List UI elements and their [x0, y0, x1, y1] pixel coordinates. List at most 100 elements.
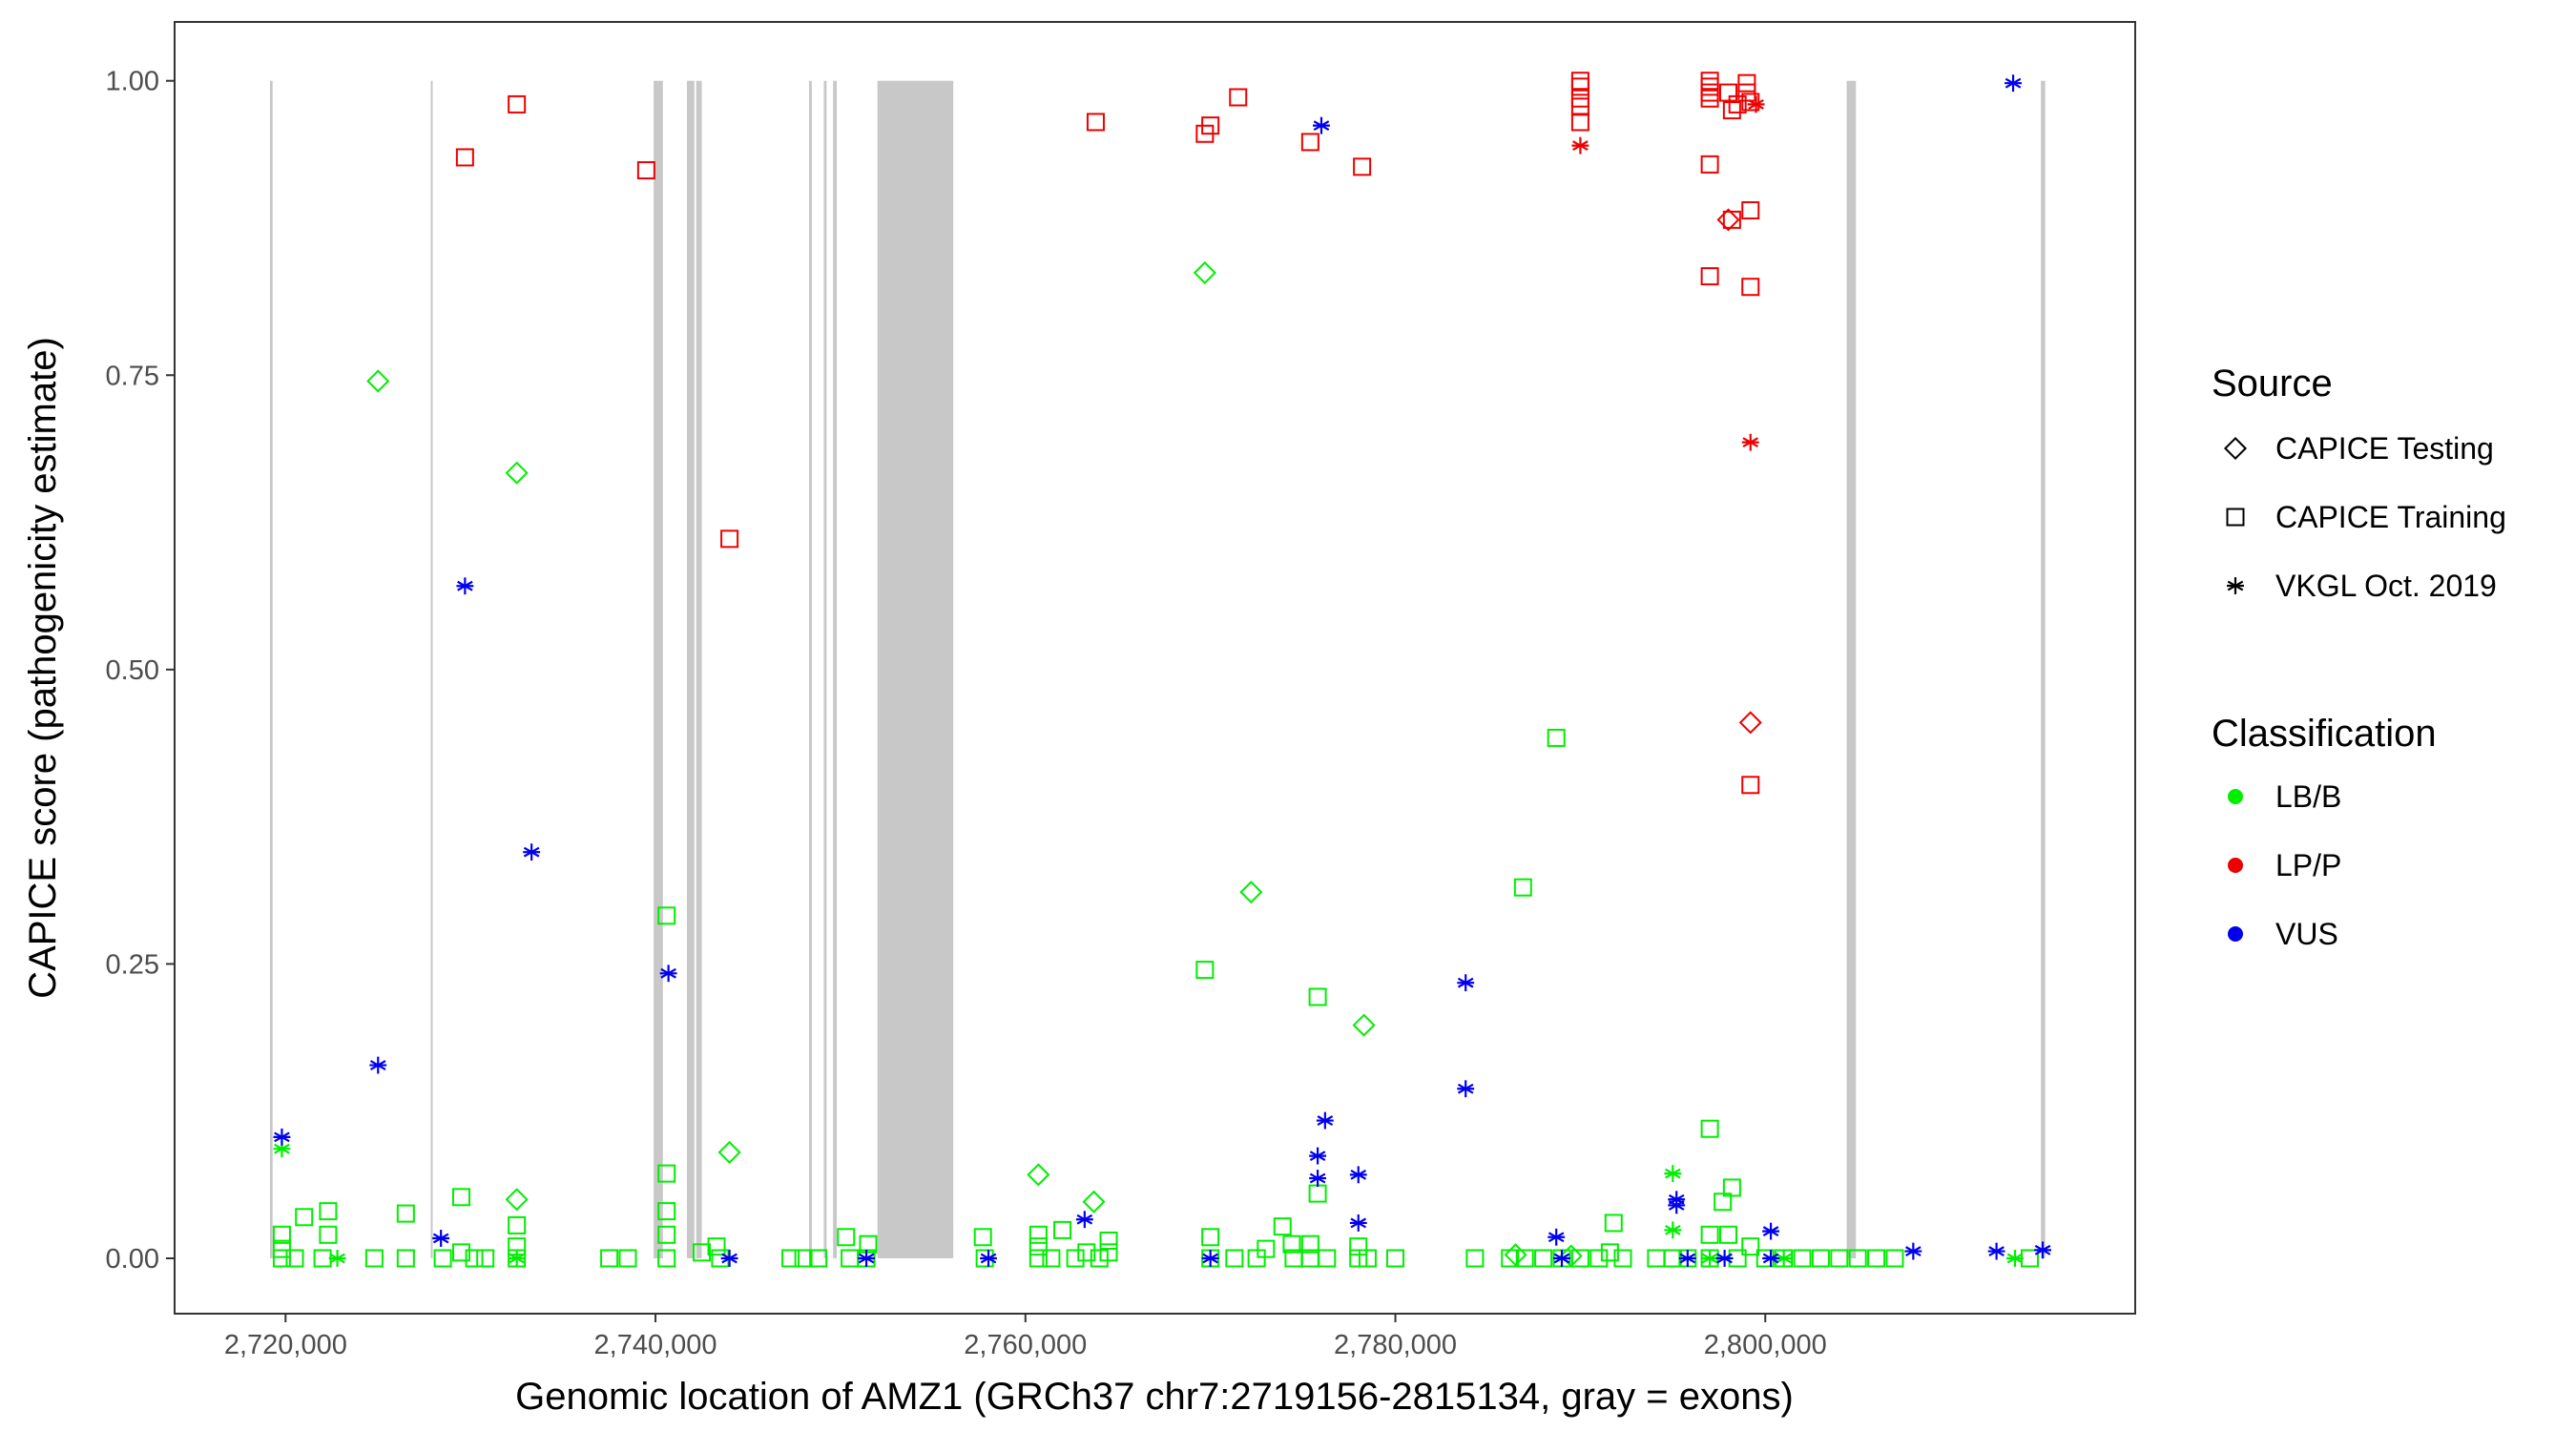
- data-point: [693, 1243, 712, 1262]
- data-point: [1548, 1228, 1566, 1246]
- data-point: [1741, 1237, 1760, 1256]
- data-point: [1309, 1170, 1327, 1187]
- data-point: [1700, 83, 1719, 102]
- data-point: [1515, 1249, 1534, 1268]
- data-point: [1722, 101, 1741, 120]
- data-point: [717, 1140, 741, 1164]
- data-point: [1737, 73, 1756, 93]
- data-point: [1075, 1211, 1093, 1229]
- legend-source-key: [2223, 436, 2248, 461]
- data-point: [508, 1250, 526, 1267]
- data-point: [1099, 1243, 1118, 1262]
- data-point: [1201, 116, 1220, 135]
- y-tick-label: 0.75: [106, 361, 159, 391]
- data-point: [1195, 961, 1215, 980]
- data-point: [980, 1250, 997, 1267]
- legend-source-title: Source: [2212, 363, 2333, 404]
- data-point: [1028, 1225, 1048, 1244]
- exon-band: [1846, 80, 1857, 1258]
- data-point: [1386, 1249, 1405, 1268]
- data-point: [657, 1164, 676, 1183]
- data-point: [1722, 210, 1741, 229]
- data-point: [396, 1249, 415, 1268]
- data-point: [1547, 728, 1566, 747]
- data-point: [1465, 1249, 1485, 1268]
- exon-band: [430, 80, 433, 1258]
- data-point: [1664, 1221, 1682, 1239]
- data-point: [1358, 1249, 1377, 1268]
- data-point: [1678, 1250, 1696, 1267]
- legend: Source CAPICE Testing CAPICE Training VKGL…: [2212, 363, 2506, 951]
- x-tick-label: 2,760,000: [964, 1330, 1087, 1360]
- data-point: [313, 1249, 332, 1268]
- data-point: [1570, 1249, 1589, 1268]
- data-point: [1811, 1249, 1830, 1268]
- legend-source-key: [2227, 577, 2244, 594]
- data-point: [1987, 1242, 2005, 1260]
- data-point: [272, 1249, 291, 1268]
- data-points: [272, 72, 2051, 1268]
- data-point: [1762, 1222, 1780, 1240]
- data-point: [1352, 1013, 1376, 1037]
- data-point: [2034, 1241, 2051, 1259]
- data-point: [1353, 157, 1372, 176]
- data-point: [1090, 1249, 1109, 1268]
- data-point: [1716, 208, 1740, 232]
- data-point: [433, 1249, 452, 1268]
- data-point: [1300, 133, 1319, 152]
- data-point: [1457, 1080, 1475, 1098]
- exon-bands: [269, 80, 2046, 1258]
- x-tick-label: 2,720,000: [224, 1330, 347, 1360]
- data-point: [1282, 1234, 1301, 1254]
- data-point: [1700, 267, 1719, 286]
- data-point: [508, 1215, 527, 1234]
- data-point: [1225, 1249, 1244, 1268]
- data-point: [636, 161, 655, 180]
- x-axis-title: Genomic location of AMZ1 (GRCh37 chr7:27…: [515, 1376, 1794, 1418]
- x-tick-label: 2,780,000: [1334, 1330, 1457, 1360]
- data-point: [451, 1243, 470, 1262]
- data-point: [618, 1249, 637, 1268]
- data-point: [1308, 987, 1327, 1006]
- exon-band: [687, 80, 695, 1258]
- data-point: [1867, 1249, 1886, 1268]
- data-point: [1316, 1111, 1334, 1130]
- x-tick-label: 2,740,000: [594, 1330, 717, 1360]
- legend-class-key: [2228, 858, 2243, 873]
- legend-classification-items: LB/B LP/P VUS: [2228, 779, 2341, 951]
- data-point: [1738, 711, 1762, 735]
- data-point: [1741, 278, 1760, 297]
- data-point: [1457, 974, 1475, 992]
- data-point: [1718, 1225, 1737, 1244]
- data-point: [432, 1230, 450, 1247]
- legend-class-key: [2228, 789, 2243, 804]
- data-point: [319, 1202, 338, 1221]
- data-point: [1349, 1214, 1367, 1232]
- data-point: [794, 1249, 813, 1268]
- data-point: [1086, 113, 1105, 132]
- data-point: [1300, 1234, 1319, 1254]
- data-point: [1604, 1213, 1623, 1233]
- data-point: [456, 577, 474, 595]
- data-point: [1318, 1249, 1337, 1268]
- legend-source-label: VKGL Oct. 2019: [2275, 569, 2497, 603]
- data-point: [1762, 1250, 1780, 1267]
- data-point: [1701, 1250, 1719, 1267]
- data-point: [369, 1056, 387, 1074]
- data-point: [1885, 1249, 1904, 1268]
- data-point: [1553, 1250, 1570, 1267]
- data-point: [1349, 1249, 1368, 1268]
- data-point: [1042, 1249, 1061, 1268]
- data-point: [1571, 136, 1589, 155]
- exon-band: [833, 80, 838, 1258]
- data-point: [657, 1202, 676, 1221]
- exon-band: [269, 80, 273, 1258]
- data-point: [1099, 1231, 1118, 1250]
- data-point: [1793, 1249, 1812, 1268]
- data-point: [859, 1234, 878, 1254]
- legend-class-key: [2228, 926, 2243, 942]
- data-point: [1313, 116, 1330, 135]
- data-point: [1741, 200, 1760, 219]
- data-point: [273, 1128, 291, 1146]
